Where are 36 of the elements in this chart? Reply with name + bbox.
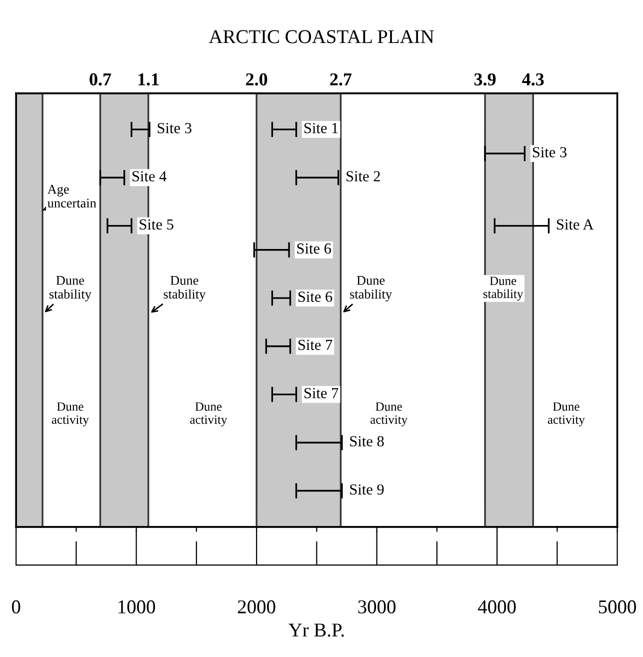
data-label: Site 6 <box>298 292 332 302</box>
data-label: Site 1 <box>304 122 338 134</box>
data-label: Site 8 <box>350 436 384 446</box>
data-label: Site 3 <box>532 147 567 158</box>
x-tick-label: 1000 <box>118 600 156 614</box>
x-axis-title: Yr B.P. <box>288 624 344 637</box>
chart-title: ARCTIC COASTAL PLAIN <box>208 30 434 44</box>
x2-tick-label: 2.0 <box>246 73 268 86</box>
annotation: Dune activity <box>370 402 408 426</box>
data-label: Site 7 <box>298 340 332 350</box>
x-tick-label: 5000 <box>598 600 636 614</box>
annotation: Dune stability <box>49 276 92 302</box>
data-label: Site 4 <box>132 171 166 182</box>
annotation: Age uncertain <box>47 184 96 208</box>
annotation: Dune stability <box>164 276 206 302</box>
data-label: Site 9 <box>350 484 384 495</box>
data-label: Site 2 <box>346 171 380 182</box>
x2-tick-label: 1.1 <box>138 73 159 86</box>
x2-tick-label: 0.7 <box>90 73 112 86</box>
x2-tick-label: 3.9 <box>474 73 496 86</box>
x2-tick-label: 2.7 <box>330 73 352 86</box>
x-tick-label: 0 <box>12 600 20 614</box>
x-tick-label: 2000 <box>238 600 276 614</box>
x2-tick-label: 4.3 <box>522 73 544 86</box>
annotation: Dune stability <box>483 276 524 301</box>
annotation: Dune stability <box>350 276 392 302</box>
data-label: Site A <box>556 219 594 230</box>
data-label: Site 5 <box>140 219 174 230</box>
x-tick-label: 3000 <box>358 600 396 614</box>
data-label: Site 7 <box>304 388 338 398</box>
annotation: Dune activity <box>548 402 585 426</box>
annotation: Dune activity <box>190 402 228 426</box>
data-label: Site 3 <box>158 122 192 134</box>
data-label: Site 6 <box>297 243 332 254</box>
annotation: Dune activity <box>52 402 89 426</box>
x-tick-label: 4000 <box>478 600 516 614</box>
